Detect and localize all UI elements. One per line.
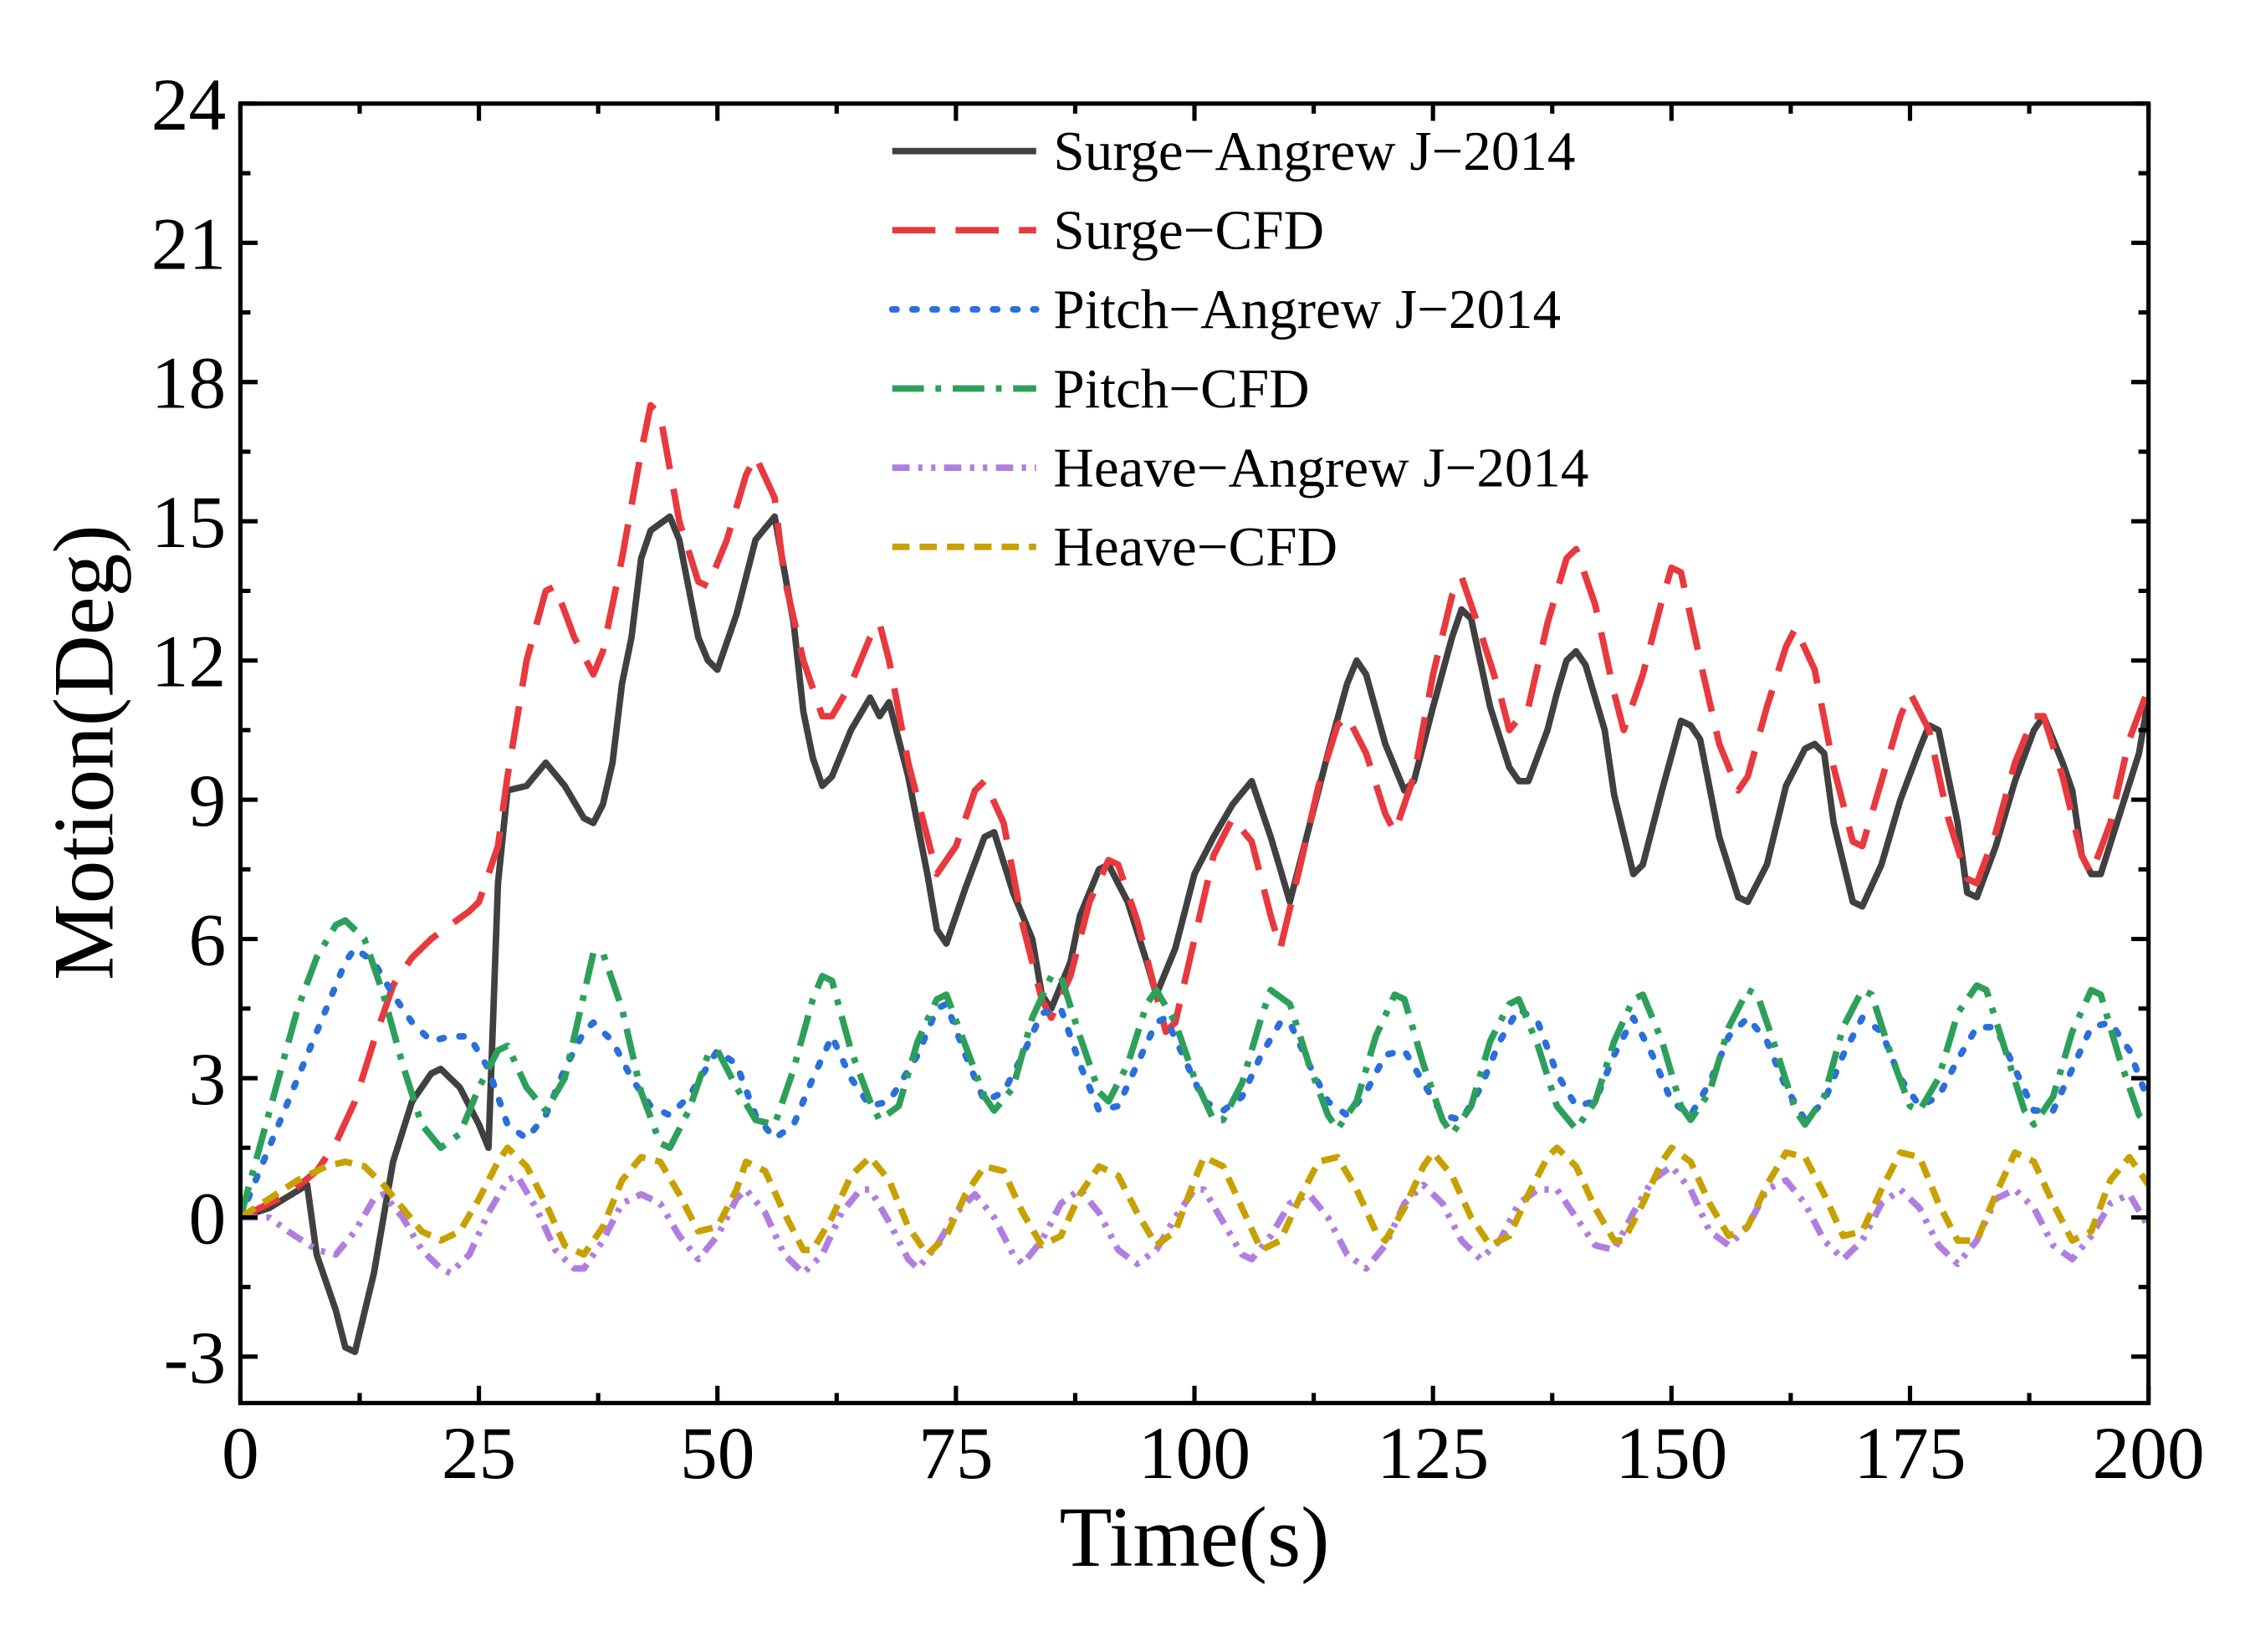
- x-axis-label: Time(s): [1059, 1490, 1329, 1585]
- series-line: [240, 1144, 2149, 1258]
- y-tick-label: 9: [188, 760, 226, 842]
- y-tick-label: 6: [188, 899, 226, 982]
- y-tick-label: 15: [151, 481, 226, 564]
- x-tick-label: 50: [680, 1412, 754, 1495]
- y-tick-label: 3: [188, 1038, 226, 1121]
- x-tick-label: 100: [1138, 1412, 1250, 1495]
- legend-label: Heave−CFD: [1053, 515, 1337, 578]
- y-tick-label: 0: [188, 1177, 226, 1260]
- y-tick-label: -3: [164, 1317, 227, 1399]
- legend-label: Surge−Angrew J−2014: [1053, 120, 1575, 182]
- x-tick-label: 0: [222, 1412, 259, 1495]
- legend-label: Surge−CFD: [1053, 199, 1324, 262]
- y-tick-label: 12: [151, 621, 226, 703]
- y-axis-label: Motion(Deg): [36, 524, 131, 980]
- series-line: [240, 513, 2149, 1356]
- series-line: [240, 917, 2149, 1219]
- x-tick-label: 200: [2093, 1412, 2205, 1495]
- series-line: [240, 1163, 2149, 1276]
- x-tick-label: 25: [442, 1412, 516, 1495]
- y-tick-label: 18: [151, 342, 226, 425]
- y-tick-label: 21: [151, 202, 226, 285]
- x-tick-label: 175: [1854, 1412, 1966, 1495]
- x-tick-label: 150: [1615, 1412, 1727, 1495]
- legend-label: Pitch−CFD: [1053, 357, 1309, 420]
- x-tick-label: 75: [918, 1412, 993, 1495]
- y-tick-label: 24: [151, 64, 226, 146]
- series-line: [240, 401, 2149, 1220]
- legend-label: Pitch−Angrew J−2014: [1053, 278, 1561, 340]
- x-tick-label: 125: [1377, 1412, 1489, 1495]
- legend-label: Heave−Angrew J−2014: [1053, 436, 1588, 499]
